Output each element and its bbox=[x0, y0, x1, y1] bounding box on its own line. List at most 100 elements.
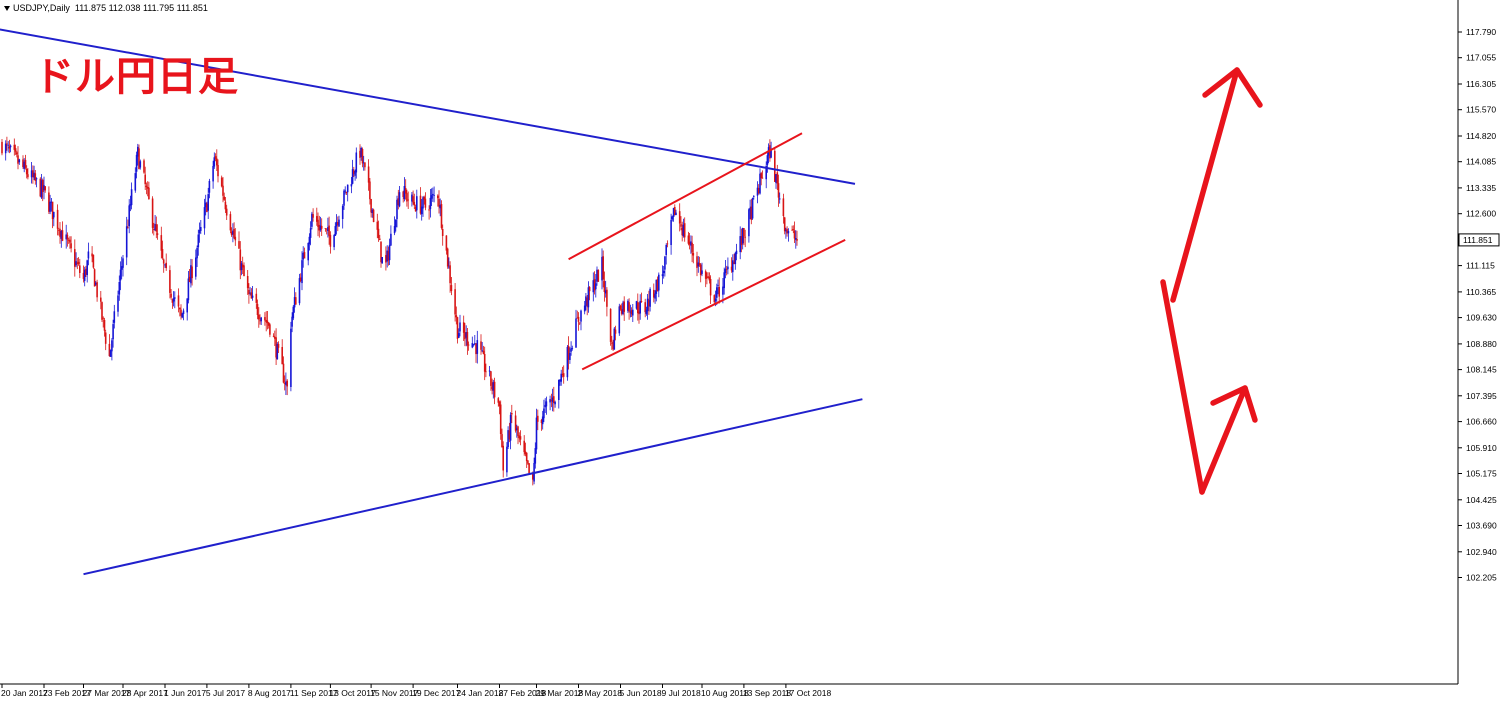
candle-body bbox=[397, 198, 400, 206]
candle-body bbox=[476, 340, 479, 354]
candle-body bbox=[396, 199, 398, 220]
candle-body bbox=[601, 256, 603, 281]
candle-body bbox=[223, 196, 225, 200]
candle-body bbox=[467, 344, 470, 346]
x-tick-label: 13 Oct 2017 bbox=[329, 688, 376, 698]
candle-body bbox=[369, 181, 371, 200]
candle-body bbox=[549, 399, 551, 403]
candle-body bbox=[317, 219, 319, 227]
current-price-box bbox=[1458, 233, 1500, 247]
candle-body bbox=[741, 228, 744, 244]
candle-body bbox=[125, 226, 128, 258]
candle-body bbox=[690, 241, 692, 246]
candle-body bbox=[316, 216, 318, 222]
candle-body bbox=[144, 174, 146, 185]
candle-body bbox=[177, 295, 180, 307]
candle-body bbox=[8, 146, 11, 149]
candle-body bbox=[148, 187, 150, 199]
candle-body bbox=[359, 150, 361, 158]
candle-body bbox=[232, 230, 234, 235]
candle-body bbox=[117, 295, 119, 312]
candle-body bbox=[27, 174, 29, 178]
candle-body bbox=[255, 293, 258, 303]
candle-body bbox=[639, 300, 641, 314]
candle-body bbox=[629, 311, 632, 313]
candle-body bbox=[250, 292, 253, 299]
candle-body bbox=[744, 236, 746, 238]
candle-body bbox=[706, 277, 708, 279]
candle-body bbox=[471, 343, 474, 348]
candle-body bbox=[554, 401, 556, 405]
y-tick-label: 113.335 bbox=[1466, 183, 1496, 193]
candle-body bbox=[345, 191, 348, 193]
y-tick-label: 108.880 bbox=[1466, 339, 1497, 349]
candle-body bbox=[514, 415, 517, 431]
candle-body bbox=[532, 473, 534, 480]
channel-upper-line[interactable] bbox=[568, 132, 803, 261]
candle-body bbox=[371, 209, 374, 213]
candle-body bbox=[77, 261, 80, 264]
candle-body bbox=[406, 193, 408, 202]
y-tick-label: 111.115 bbox=[1466, 261, 1495, 271]
y-tick-label: 115.570 bbox=[1466, 105, 1496, 115]
candle-body bbox=[683, 223, 686, 238]
candle-body bbox=[578, 322, 581, 324]
candle-body bbox=[609, 308, 612, 342]
candle-body bbox=[155, 224, 158, 232]
candle-body bbox=[217, 165, 219, 177]
candle-body bbox=[186, 298, 188, 313]
x-tick-label: 19 Dec 2017 bbox=[412, 688, 460, 698]
candle-body bbox=[346, 184, 349, 193]
dropdown-triangle-icon[interactable] bbox=[4, 6, 10, 12]
lower-trendline[interactable] bbox=[83, 398, 863, 576]
candle-body bbox=[43, 185, 45, 191]
candle-body bbox=[353, 170, 355, 174]
candle-body bbox=[216, 158, 218, 166]
candle-body bbox=[612, 341, 614, 350]
candle-body bbox=[614, 329, 617, 334]
candle-body bbox=[611, 342, 613, 344]
candle-body bbox=[778, 198, 781, 200]
candle-body bbox=[732, 260, 734, 273]
candle-body bbox=[153, 229, 155, 230]
candle-body bbox=[307, 243, 309, 261]
candle-body bbox=[448, 266, 450, 268]
candle-body bbox=[519, 436, 522, 440]
candle-body bbox=[727, 266, 729, 270]
candle-body bbox=[523, 440, 525, 453]
candle-body bbox=[379, 238, 381, 240]
candle-body bbox=[670, 219, 672, 245]
candle-body bbox=[198, 230, 201, 234]
candle-body bbox=[655, 279, 658, 294]
upper-trendline[interactable] bbox=[0, 25, 856, 185]
candle-body bbox=[251, 295, 254, 298]
channel-lower-line[interactable] bbox=[581, 239, 846, 371]
candle-body bbox=[653, 289, 655, 298]
candle-body bbox=[606, 289, 608, 307]
candle-body bbox=[377, 228, 380, 239]
candle-body bbox=[777, 183, 780, 198]
candle-body bbox=[361, 149, 364, 164]
candle-body bbox=[66, 234, 69, 240]
candle-body bbox=[282, 363, 285, 383]
candle-body bbox=[188, 276, 191, 282]
candle-body bbox=[785, 230, 787, 232]
candle-body bbox=[76, 262, 79, 264]
candle-body bbox=[458, 333, 460, 338]
candle-body bbox=[602, 256, 604, 280]
candle-body bbox=[238, 241, 240, 249]
candle-body bbox=[733, 262, 735, 265]
candle-body bbox=[328, 225, 330, 236]
candle-body bbox=[595, 283, 597, 290]
candle-body bbox=[95, 282, 97, 285]
candle-body bbox=[472, 344, 475, 345]
candle-body bbox=[527, 460, 529, 464]
candle-body bbox=[537, 415, 539, 422]
candle-body bbox=[561, 373, 564, 376]
candle-body bbox=[675, 212, 677, 215]
candle-body bbox=[249, 292, 251, 294]
x-tick-label: 28 Apr 2017 bbox=[122, 688, 168, 698]
candle-body bbox=[562, 373, 565, 377]
